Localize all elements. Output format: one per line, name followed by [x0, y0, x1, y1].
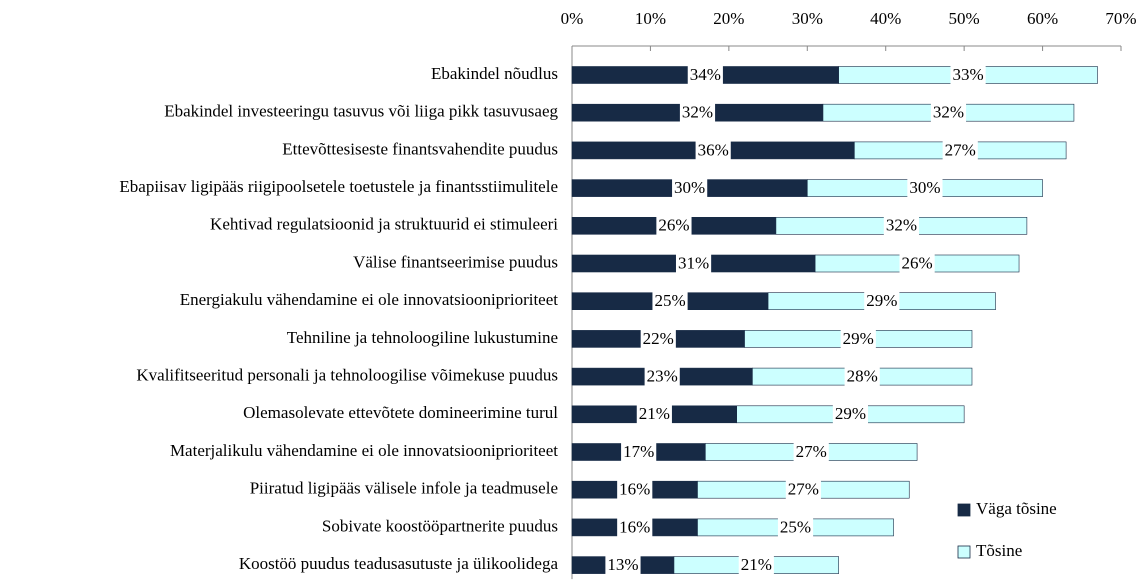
- x-tick-label: 50%: [949, 9, 980, 28]
- value-label-bg: [617, 479, 653, 500]
- value-label-bg: [832, 404, 869, 425]
- value-label-bg: [777, 517, 814, 538]
- category-label: Piiratud ligipääs välisele infole ja tea…: [250, 479, 558, 498]
- x-tick-label: 20%: [713, 9, 744, 28]
- category-label: Ebapiisav ligipääs riigipoolsetele toetu…: [119, 177, 558, 196]
- value-label-bg: [840, 328, 876, 349]
- value-label-bg: [687, 65, 723, 85]
- value-label-bg: [675, 253, 712, 274]
- value-label: 25%: [780, 517, 811, 536]
- x-tick-label: 70%: [1105, 9, 1136, 28]
- category-label: Materjalikulu vähendamine ei ole innovat…: [170, 441, 558, 460]
- value-label: 29%: [843, 329, 874, 348]
- value-label-bg: [695, 140, 731, 161]
- value-label: 32%: [682, 103, 713, 122]
- value-label: 16%: [619, 480, 650, 499]
- category-label: Ettevõttesiseste finantsvahendite puudus: [282, 139, 558, 158]
- legend-label: Väga tõsine: [976, 499, 1057, 518]
- category-label: Ebakindel investeeringu tasuvus või liig…: [164, 102, 558, 121]
- value-label-bg: [652, 291, 688, 312]
- category-label: Tehniline ja tehnoloogiline lukustumine: [287, 328, 558, 347]
- value-label: 29%: [835, 404, 866, 423]
- value-label: 31%: [678, 253, 709, 272]
- value-label: 30%: [674, 178, 705, 197]
- value-label-bg: [785, 479, 821, 500]
- value-label: 30%: [909, 178, 940, 197]
- x-tick-label: 30%: [792, 9, 823, 28]
- value-label-bg: [679, 102, 716, 123]
- value-label-bg: [864, 291, 900, 312]
- value-label: 23%: [647, 367, 678, 386]
- value-label-bg: [617, 517, 653, 538]
- category-label: Kvalifitseeritud personali ja tehnoloogi…: [136, 366, 558, 385]
- value-label-bg: [605, 555, 641, 576]
- value-label: 27%: [788, 480, 819, 499]
- x-tick-label: 10%: [635, 9, 666, 28]
- value-label-bg: [942, 140, 978, 161]
- category-label: Ebakindel nõudlus: [431, 64, 558, 83]
- value-label: 29%: [866, 291, 897, 310]
- value-label-bg: [672, 178, 708, 199]
- value-label: 26%: [658, 216, 689, 235]
- value-label: 13%: [607, 555, 638, 574]
- legend-swatch: [957, 545, 971, 559]
- value-label: 21%: [639, 404, 670, 423]
- value-label: 26%: [901, 253, 932, 272]
- value-label-bg: [950, 65, 986, 85]
- legend-swatch: [957, 503, 971, 517]
- category-label: Sobivate koostööpartnerite puudus: [322, 516, 558, 535]
- category-label: Välise finantseerimise puudus: [353, 252, 558, 271]
- value-label-bg: [930, 102, 967, 123]
- x-tick-label: 60%: [1027, 9, 1058, 28]
- value-label-bg: [621, 442, 657, 462]
- value-label: 27%: [945, 140, 976, 159]
- value-label: 32%: [886, 216, 917, 235]
- value-label: 34%: [690, 65, 721, 84]
- category-label: Koostöö puudus teadusasutuste ja ülikool…: [239, 554, 559, 573]
- value-label: 25%: [654, 291, 685, 310]
- category-label: Kehtivad regulatsioonid ja struktuurid e…: [210, 215, 558, 234]
- value-label-bg: [844, 366, 880, 387]
- value-label: 32%: [933, 103, 964, 122]
- value-label: 36%: [698, 140, 729, 159]
- legend-label: Tõsine: [976, 541, 1022, 560]
- value-label: 33%: [952, 65, 983, 84]
- value-label: 22%: [643, 329, 674, 348]
- value-label: 27%: [796, 442, 827, 461]
- category-label: Olemasolevate ettevõtete domineerimine t…: [243, 403, 558, 422]
- value-label-bg: [907, 178, 943, 199]
- x-tick-label: 0%: [561, 9, 584, 28]
- value-label-bg: [738, 555, 774, 576]
- value-label-bg: [656, 215, 692, 236]
- value-label-bg: [640, 328, 676, 349]
- value-label-bg: [644, 366, 680, 387]
- value-label: 17%: [623, 442, 654, 461]
- value-label: 21%: [741, 555, 772, 574]
- value-label-bg: [793, 442, 829, 462]
- value-label-bg: [636, 404, 672, 425]
- value-label: 16%: [619, 517, 650, 536]
- value-label: 28%: [847, 367, 878, 386]
- value-label-bg: [883, 215, 919, 236]
- x-tick-label: 40%: [870, 9, 901, 28]
- category-label: Energiakulu vähendamine ei ole innovatsi…: [180, 290, 559, 309]
- value-label-bg: [899, 253, 935, 274]
